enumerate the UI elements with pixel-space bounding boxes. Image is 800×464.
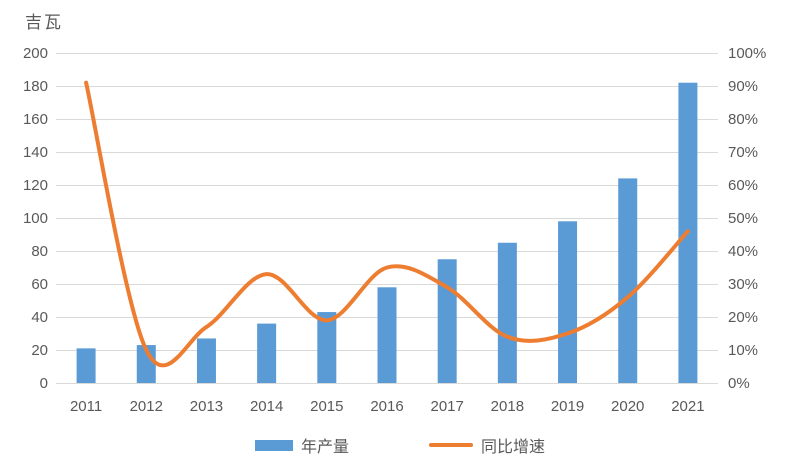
bar-2015 bbox=[317, 312, 337, 383]
x-axis-tick-label: 2016 bbox=[370, 398, 403, 415]
line-series-label: 同比增速 bbox=[481, 439, 546, 456]
bar-2018 bbox=[497, 242, 517, 383]
right-axis-tick-label: 20% bbox=[728, 309, 758, 326]
bar-2019 bbox=[558, 221, 578, 383]
line-series-swatch bbox=[429, 443, 473, 447]
x-axis-tick-label: 2017 bbox=[430, 398, 463, 415]
bar-2014 bbox=[257, 323, 277, 383]
legend: 年产量 同比增速 bbox=[0, 433, 800, 457]
right-axis-tick-label: 0% bbox=[728, 375, 750, 392]
right-axis-tick-label: 10% bbox=[728, 342, 758, 359]
x-axis-tick-label: 2019 bbox=[551, 398, 584, 415]
left-axis-tick-label: 40 bbox=[31, 309, 48, 326]
bar-2013 bbox=[196, 338, 216, 383]
bar-2020 bbox=[618, 178, 638, 383]
left-axis-tick-label: 100 bbox=[23, 210, 48, 227]
x-axis-tick-label: 2012 bbox=[130, 398, 163, 415]
right-axis-tick-label: 90% bbox=[728, 78, 758, 95]
bar-series-label: 年产量 bbox=[300, 439, 349, 456]
left-axis-tick-label: 20 bbox=[31, 342, 48, 359]
left-axis-tick-label: 120 bbox=[23, 177, 48, 194]
bar-series-swatch bbox=[254, 439, 293, 451]
x-axis-tick-label: 2014 bbox=[250, 398, 283, 415]
bar-2017 bbox=[437, 259, 457, 383]
left-axis-tick-label: 180 bbox=[23, 78, 48, 95]
left-axis-tick-label: 80 bbox=[31, 243, 48, 260]
right-axis-tick-label: 30% bbox=[728, 276, 758, 293]
right-axis-tick-label: 60% bbox=[728, 177, 758, 194]
x-axis-tick-label: 2013 bbox=[190, 398, 223, 415]
legend-item-growth: 同比增速 bbox=[429, 433, 545, 457]
x-axis-tick-label: 2018 bbox=[491, 398, 524, 415]
bar-2016 bbox=[377, 287, 397, 383]
x-axis-tick-label: 2011 bbox=[70, 398, 102, 415]
x-axis-tick-label: 2020 bbox=[611, 398, 644, 415]
right-axis-tick-label: 40% bbox=[728, 243, 758, 260]
x-axis-tick-label: 2015 bbox=[310, 398, 343, 415]
left-axis-tick-label: 160 bbox=[23, 111, 48, 128]
left-axis-unit-label: 吉瓦 bbox=[25, 13, 63, 32]
right-axis-tick-label: 70% bbox=[728, 144, 758, 161]
legend-item-production: 年产量 bbox=[254, 433, 349, 457]
right-axis-tick-label: 100% bbox=[728, 45, 766, 62]
x-axis-tick-label: 2021 bbox=[671, 398, 704, 415]
left-axis-tick-label: 0 bbox=[40, 375, 48, 392]
right-axis-tick-label: 50% bbox=[728, 210, 758, 227]
bar-2011 bbox=[76, 348, 96, 383]
right-axis-tick-label: 80% bbox=[728, 111, 758, 128]
growth-rate-line bbox=[84, 80, 690, 368]
left-axis-tick-label: 200 bbox=[23, 45, 48, 62]
left-axis-tick-label: 140 bbox=[23, 144, 48, 161]
left-axis-tick-label: 60 bbox=[31, 276, 48, 293]
